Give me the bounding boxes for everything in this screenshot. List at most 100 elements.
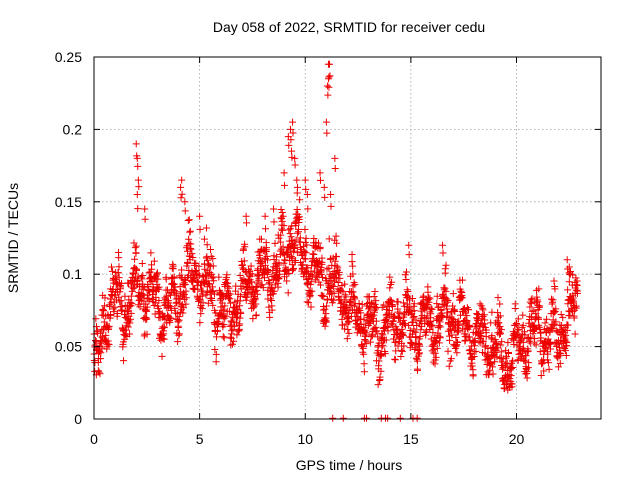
data-point xyxy=(425,295,433,303)
data-point xyxy=(184,259,192,267)
data-point xyxy=(204,256,212,264)
data-point xyxy=(302,249,310,257)
data-point xyxy=(268,306,276,314)
data-point xyxy=(448,331,456,339)
data-point xyxy=(236,271,244,279)
data-point xyxy=(177,183,185,191)
data-point xyxy=(326,72,334,80)
data-point xyxy=(316,176,324,184)
data-point xyxy=(557,311,565,319)
data-point xyxy=(137,273,145,281)
data-point xyxy=(481,316,489,324)
data-point xyxy=(520,356,528,364)
data-point xyxy=(228,330,236,338)
data-point xyxy=(363,414,371,422)
data-point xyxy=(409,295,417,303)
data-point xyxy=(440,286,448,294)
data-point xyxy=(271,239,279,247)
data-point xyxy=(225,284,233,292)
data-point xyxy=(229,326,237,334)
data-point xyxy=(464,306,472,314)
data-point xyxy=(532,341,540,349)
data-point xyxy=(563,338,571,346)
data-point xyxy=(537,371,545,379)
data-point xyxy=(274,275,282,283)
data-point xyxy=(303,191,311,199)
data-point xyxy=(155,297,163,305)
data-point xyxy=(128,299,136,307)
data-point xyxy=(345,317,353,325)
data-point xyxy=(283,277,291,285)
data-point xyxy=(436,323,444,331)
data-point xyxy=(543,315,551,323)
data-point xyxy=(374,381,382,389)
data-point xyxy=(106,303,114,311)
data-point xyxy=(511,305,519,313)
data-point xyxy=(285,269,293,277)
data-point xyxy=(293,189,301,197)
data-point xyxy=(414,345,422,353)
data-point xyxy=(433,344,441,352)
data-point xyxy=(401,311,409,319)
x-tick-label: 0 xyxy=(90,431,98,447)
data-point xyxy=(189,253,197,261)
data-point xyxy=(399,331,407,339)
data-point xyxy=(178,176,186,184)
data-point xyxy=(532,310,540,318)
data-point xyxy=(221,302,229,310)
data-point xyxy=(565,263,573,271)
data-point xyxy=(166,318,174,326)
data-point xyxy=(277,205,285,213)
data-point xyxy=(306,291,314,299)
data-point xyxy=(368,312,376,320)
data-point xyxy=(175,313,183,321)
data-point xyxy=(357,309,365,317)
data-point xyxy=(158,352,166,360)
data-point xyxy=(204,272,212,280)
data-point xyxy=(386,273,394,281)
data-point xyxy=(132,242,140,250)
data-point xyxy=(492,340,500,348)
data-point xyxy=(213,333,221,341)
data-point xyxy=(426,294,434,302)
data-point xyxy=(117,297,125,305)
data-point xyxy=(537,334,545,342)
data-point xyxy=(326,60,334,68)
data-point xyxy=(433,292,441,300)
data-point xyxy=(442,287,450,295)
data-point xyxy=(106,311,114,319)
data-point xyxy=(194,285,202,293)
data-point xyxy=(358,343,366,351)
data-point xyxy=(196,225,204,233)
data-point xyxy=(396,414,404,422)
data-point xyxy=(436,334,444,342)
data-point xyxy=(441,284,449,292)
data-point xyxy=(175,331,183,339)
data-point xyxy=(539,359,547,367)
data-point xyxy=(394,342,402,350)
data-point xyxy=(248,278,256,286)
data-point xyxy=(514,315,522,323)
data-point xyxy=(460,305,468,313)
data-point xyxy=(431,360,439,368)
data-point xyxy=(280,169,288,177)
data-point xyxy=(316,243,324,251)
data-point xyxy=(441,265,449,273)
data-point xyxy=(570,312,578,320)
data-point xyxy=(301,225,309,233)
data-point xyxy=(153,284,161,292)
data-point xyxy=(285,141,293,149)
data-point xyxy=(264,267,272,275)
data-point xyxy=(145,297,153,305)
data-point xyxy=(272,253,280,261)
data-point xyxy=(451,345,459,353)
data-point xyxy=(159,331,167,339)
data-point xyxy=(443,295,451,303)
data-point xyxy=(453,349,461,357)
data-point xyxy=(181,207,189,215)
data-point xyxy=(318,258,326,266)
data-point xyxy=(182,287,190,295)
data-point xyxy=(268,296,276,304)
data-point xyxy=(171,291,179,299)
